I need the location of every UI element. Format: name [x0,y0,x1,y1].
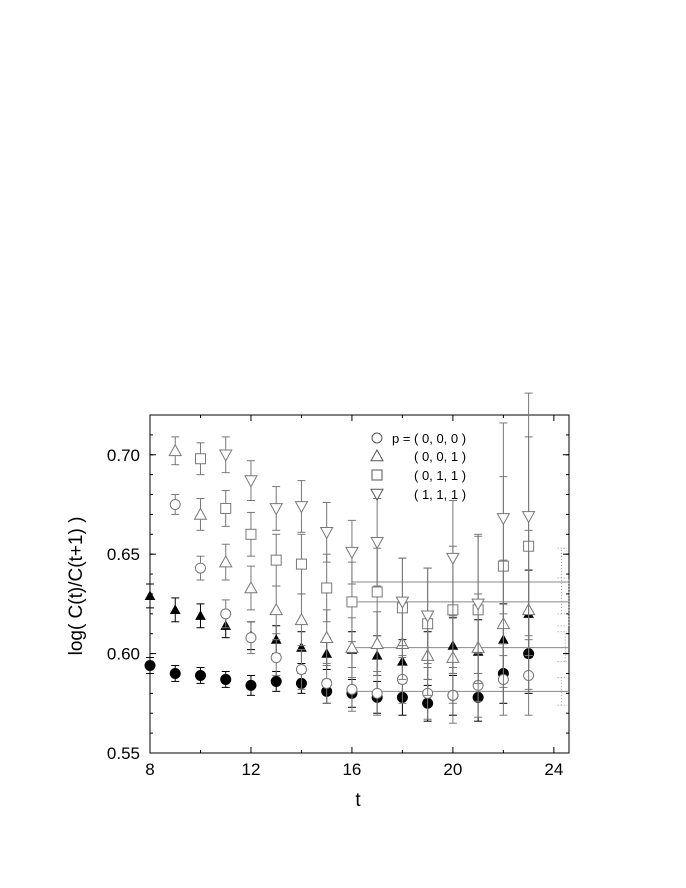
series-0 [144,613,535,722]
legend-marker [370,448,384,462]
data-point [371,586,383,598]
data-point [245,632,257,644]
data-point [446,552,460,566]
data-point [218,555,233,568]
data-point [270,675,282,687]
data-point [245,679,257,691]
data-point [321,677,333,689]
y-tick-label: 0.55 [107,744,140,763]
data-point [168,443,183,457]
data-point [194,669,206,681]
data-point [295,558,307,570]
legend-marker [371,469,383,481]
data-point [218,449,233,462]
legend-label: ( 0, 1, 1 ) [414,468,466,483]
data-point [269,503,284,516]
data-point [169,604,181,614]
data-point [346,596,358,608]
x-tick-label: 8 [145,760,154,779]
fit-lines [351,581,569,692]
fit-error-bands [557,547,570,706]
data-point [420,610,435,623]
data-point [345,640,359,653]
axis-ticks [149,415,569,754]
axis-tick-labels: 8 12 16 20 24 0.55 0.60 0.65 0.70 [107,446,563,779]
data-point [220,673,232,685]
data-point [169,498,181,510]
data-point [319,630,334,643]
series-1 [144,569,534,684]
data-point [220,502,232,514]
data-point [270,554,282,566]
data-point [370,536,385,550]
legend-label: ( 1, 1, 1 ) [414,487,466,502]
data-point [321,582,333,594]
data-point [194,562,206,574]
legend-label: p = ( 0, 0, 0 ) [392,431,466,446]
legend-marker [371,432,383,444]
data-point [269,602,284,616]
data-point [319,527,334,540]
data-point [244,580,258,594]
y-axis-title: log( C(t)/C(t+1) ) [66,517,87,656]
data-point [144,660,156,672]
x-tick-label: 20 [443,760,462,779]
data-point [395,596,410,609]
data-point [294,501,309,514]
data-series [144,392,536,724]
legend: p = ( 0, 0, 0 ) ( 0, 0, 1 ) ( 0, 1, 1 ) ( 1… [370,431,466,502]
data-point [195,610,206,620]
data-point [521,511,536,524]
data-point [169,667,181,679]
data-point [245,528,257,540]
series-4 [194,436,535,684]
plot-border [149,414,570,754]
data-point [270,652,282,664]
series-5 [218,392,536,674]
data-point [371,687,383,699]
legend-marker [370,488,384,502]
data-point [144,590,156,601]
plot-area-frame [149,414,570,754]
y-tick-label: 0.60 [107,645,140,664]
x-tick-label: 16 [342,760,361,779]
data-point [346,683,358,695]
x-tick-label: 24 [544,760,563,779]
y-tick-label: 0.70 [107,446,140,465]
data-point [496,513,511,526]
data-point [295,663,307,675]
data-point [345,546,359,560]
data-point [244,475,258,488]
data-point [194,453,206,465]
data-point [471,598,485,611]
y-tick-label: 0.65 [107,545,140,564]
x-tick-label: 12 [242,760,261,779]
legend-label: ( 0, 0, 1 ) [414,449,466,464]
data-point [193,507,208,520]
data-point [220,608,232,620]
data-point [294,612,309,626]
x-axis-title: t [355,790,361,811]
data-point [370,636,385,649]
